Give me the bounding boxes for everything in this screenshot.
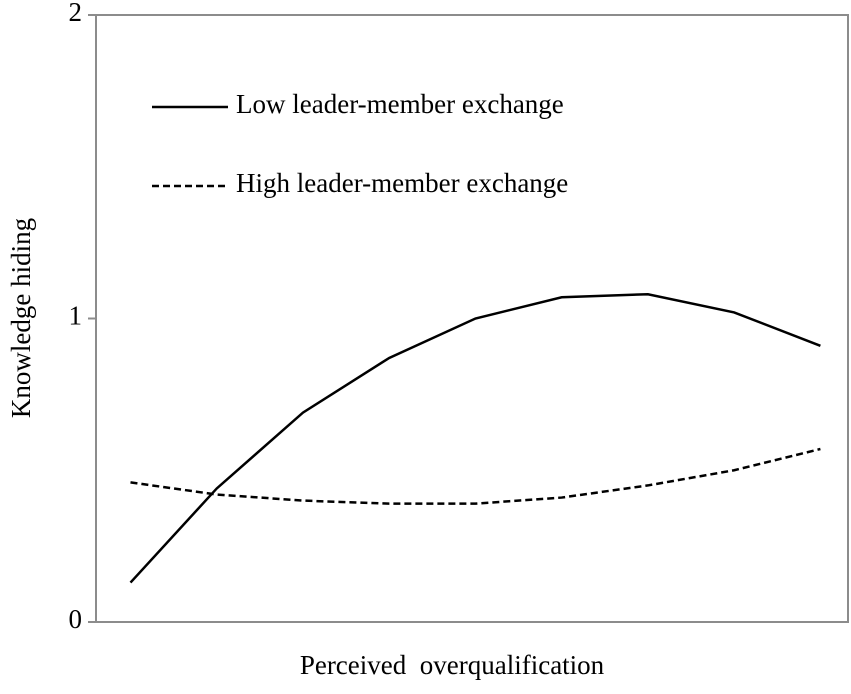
legend-label: High leader-member exchange: [236, 168, 568, 198]
legend-label: Low leader-member exchange: [236, 89, 564, 119]
series-line: [130, 447, 821, 505]
y-tick-label: 0: [69, 604, 83, 634]
y-tick-label: 2: [69, 0, 83, 27]
x-axis-label: Perceived overqualification: [300, 650, 605, 680]
y-axis-label: Knowledge hiding: [6, 218, 36, 418]
series-line: [129, 292, 821, 584]
y-tick-label: 1: [69, 301, 83, 331]
